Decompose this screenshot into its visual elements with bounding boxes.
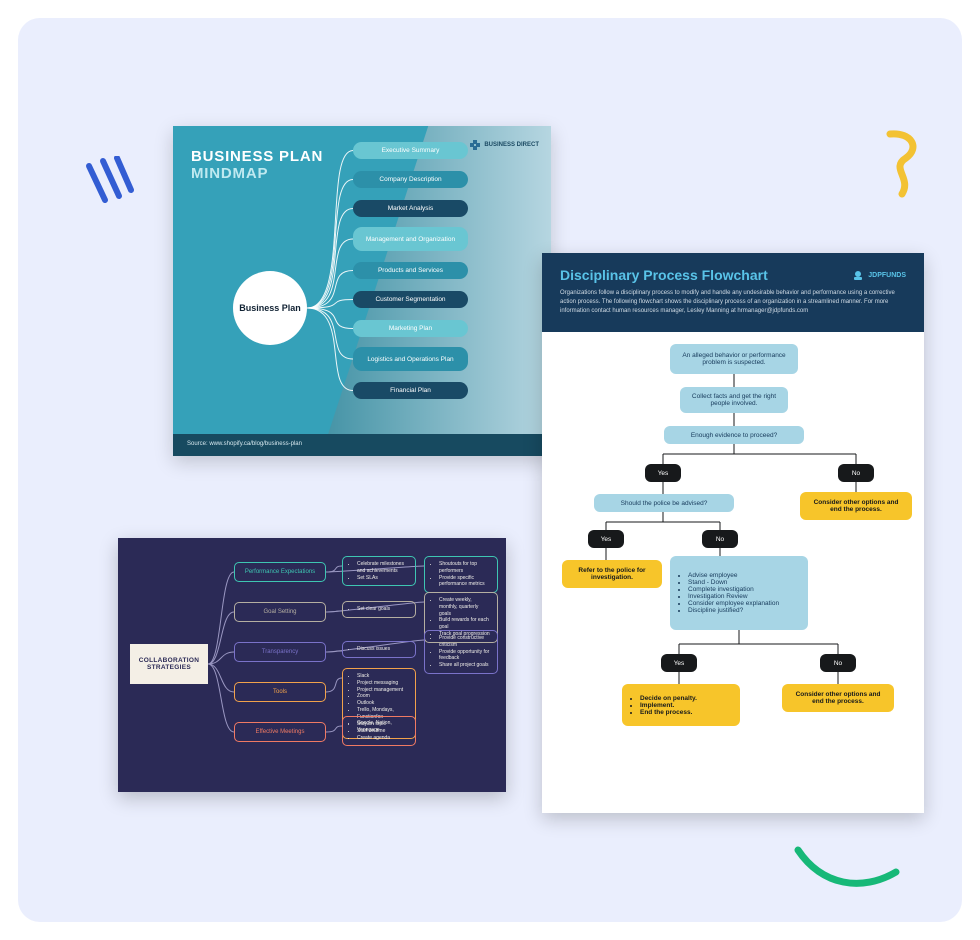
flowchart-brand: JDPFUNDS	[852, 269, 906, 281]
squiggle-yellow-icon	[872, 128, 932, 208]
flowchart-title: Disciplinary Process Flowchart	[560, 267, 768, 283]
flowchart-header: Disciplinary Process Flowchart JDPFUNDS …	[542, 253, 924, 332]
flow-node: Enough evidence to proceed?	[664, 426, 804, 444]
collab-branch: Performance Expectations	[234, 562, 326, 582]
mindmap-node: Customer Segmentation	[353, 291, 468, 308]
mindmap-node: Market Analysis	[353, 200, 468, 217]
collab-box: Stay on topicStart on timeCreate agenda	[342, 716, 416, 746]
flow-node: Yes	[661, 654, 697, 672]
flow-node: No	[820, 654, 856, 672]
mindmap-node: Company Description	[353, 171, 468, 188]
flow-node: Yes	[588, 530, 624, 548]
flow-node: Decide on penalty.Implement.End the proc…	[622, 684, 740, 726]
mindmap-node: Logistics and Operations Plan	[353, 347, 468, 371]
flow-node: Yes	[645, 464, 681, 482]
mindmap-node: Products and Services	[353, 262, 468, 279]
collab-branch: Tools	[234, 682, 326, 702]
flow-node: No	[702, 530, 738, 548]
flow-node: An alleged behavior or performance probl…	[670, 344, 798, 374]
collab-box: Discuss issues	[342, 641, 416, 658]
mindmap-source: Source: www.shopify.ca/blog/business-pla…	[173, 434, 551, 456]
mindmap-card: BUSINESS PLAN MINDMAP BUSINESS DIRECT Bu…	[173, 126, 551, 456]
mindmap-brand: BUSINESS DIRECT	[470, 140, 539, 150]
squiggle-green-icon	[792, 842, 902, 892]
collab-box: Provide constructive criticismProvide op…	[424, 630, 498, 674]
flow-node: Advise employeeStand - DownComplete inve…	[670, 556, 808, 630]
flow-node: Refer to the police for investigation.	[562, 560, 662, 588]
flowchart-desc: Organizations follow a disciplinary proc…	[560, 289, 906, 316]
flow-node: No	[838, 464, 874, 482]
flow-node: Should the police be advised?	[594, 494, 734, 512]
squiggle-blue-icon	[81, 156, 139, 224]
collab-card: COLLABORATION STRATEGIES Performance Exp…	[118, 538, 506, 792]
canvas: BUSINESS PLAN MINDMAP BUSINESS DIRECT Bu…	[18, 18, 962, 922]
collab-box: Set clear goals	[342, 601, 416, 618]
flowchart-card: Disciplinary Process Flowchart JDPFUNDS …	[542, 253, 924, 813]
flow-node: Consider other options and end the proce…	[782, 684, 894, 712]
mindmap-hub: Business Plan	[233, 271, 307, 345]
collab-branch: Transparency	[234, 642, 326, 662]
mindmap-node: Marketing Plan	[353, 320, 468, 337]
mindmap-node: Management and Organization	[353, 227, 468, 251]
collab-root: COLLABORATION STRATEGIES	[130, 644, 208, 684]
brand-icon	[852, 269, 864, 281]
mindmap-title: BUSINESS PLAN MINDMAP	[191, 148, 323, 182]
collab-branch: Effective Meetings	[234, 722, 326, 742]
flow-node: Consider other options and end the proce…	[800, 492, 912, 520]
brand-logo-icon	[470, 140, 480, 150]
mindmap-node: Financial Plan	[353, 382, 468, 399]
mindmap-node: Executive Summary	[353, 142, 468, 159]
flow-node: Collect facts and get the right people i…	[680, 387, 788, 413]
collab-box: Shoutouts for top performersProvide spec…	[424, 556, 498, 593]
collab-branch: Goal Setting	[234, 602, 326, 622]
collab-box: Celebrate milestones and achievementsSet…	[342, 556, 416, 586]
